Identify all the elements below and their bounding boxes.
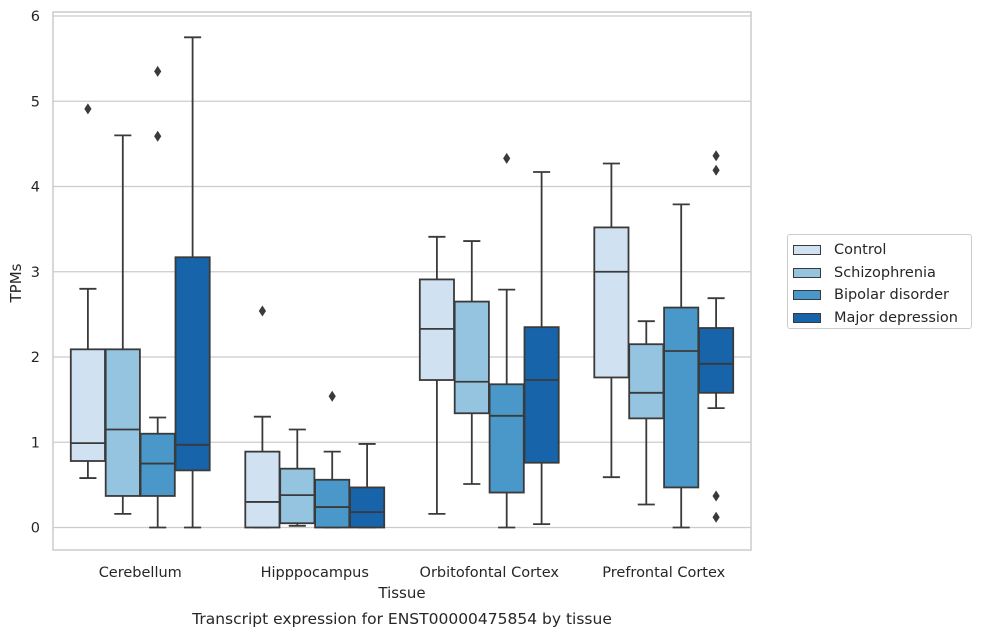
box: [314, 478, 351, 529]
box: [488, 383, 525, 494]
y-tick-label: 6: [31, 9, 40, 25]
box: [244, 450, 281, 529]
outlier-point: [258, 305, 266, 317]
x-tick-label: Cerebellum: [99, 565, 182, 581]
box: [698, 327, 735, 394]
y-tick-labels: 0 1 2 3 4 5 6: [31, 9, 40, 537]
box: [349, 486, 386, 529]
y-tick-label: 3: [31, 265, 40, 281]
outlier-point: [154, 65, 162, 77]
box-series: [69, 36, 735, 529]
outlier-point: [712, 150, 720, 162]
x-tick-labels: Cerebellum Hipppocampus Orbitofontal Corte…: [99, 565, 726, 581]
y-tick-label: 4: [31, 180, 40, 196]
x-axis-label: Tissue: [377, 584, 425, 602]
box: [593, 226, 630, 379]
legend-item: Bipolar disorder: [792, 284, 971, 307]
outlier-point: [328, 390, 336, 402]
y-tick-label: 0: [31, 521, 40, 537]
series-major-depression: [174, 36, 735, 529]
legend-label: Bipolar disorder: [834, 287, 949, 304]
plot-frame: [52, 11, 752, 551]
outlier-point: [712, 164, 720, 176]
box: [104, 348, 141, 497]
series-control: [69, 103, 630, 529]
legend-label: Control: [834, 242, 887, 259]
series-schizophrenia: [104, 134, 665, 527]
series-bipolar-disorder: [139, 65, 700, 529]
box: [628, 343, 665, 420]
legend-label: Schizophrenia: [834, 264, 936, 281]
box: [174, 256, 211, 472]
box: [139, 432, 176, 497]
y-tick-label: 5: [31, 94, 40, 110]
x-tick-label: Hipppocampus: [261, 565, 369, 581]
box: [69, 348, 106, 462]
legend-item: Major depression: [792, 307, 971, 330]
legend: Control Schizophrenia Bipolar disorder Majo…: [787, 234, 972, 329]
legend-swatch: [793, 245, 821, 256]
legend-swatch: [793, 290, 821, 301]
outlier-point: [84, 103, 92, 115]
box: [453, 300, 490, 415]
x-tick-label: Orbitofontal Cortex: [420, 565, 560, 581]
outlier-point: [503, 152, 511, 164]
outlier-point: [154, 130, 162, 142]
outlier-point: [712, 490, 720, 502]
y-axis-label: TPMs: [7, 263, 25, 303]
y-tick-label: 1: [31, 435, 40, 451]
box: [523, 326, 560, 464]
legend-swatch: [793, 267, 821, 278]
legend-item: Schizophrenia: [792, 262, 971, 285]
legend-swatch: [793, 312, 821, 323]
legend-label: Major depression: [834, 309, 958, 326]
box: [663, 306, 700, 489]
x-tick-label: Prefrontal Cortex: [602, 565, 725, 581]
chart-title: Transcript expression for ENST0000047585…: [191, 610, 612, 628]
y-tick-label: 2: [31, 350, 40, 366]
legend-item: Control: [792, 239, 971, 262]
outlier-point: [712, 511, 720, 523]
